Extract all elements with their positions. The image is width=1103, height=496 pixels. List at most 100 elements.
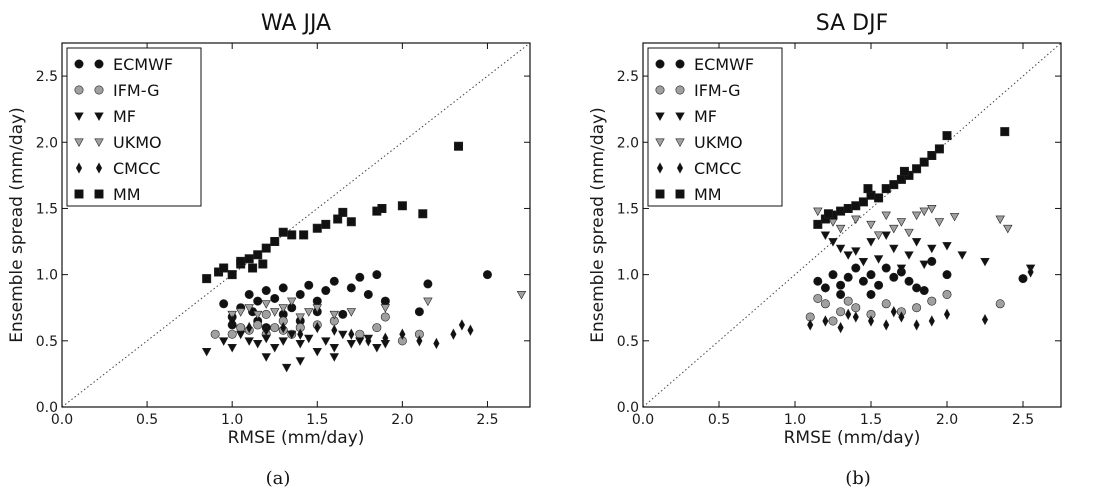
data-point	[372, 343, 382, 353]
data-point	[873, 255, 884, 264]
data-point	[450, 328, 457, 340]
data-point	[201, 347, 212, 357]
y-axis-label: Ensemble spread (mm/day)	[588, 107, 608, 343]
data-point	[261, 353, 271, 362]
data-point	[202, 274, 212, 284]
data-point	[252, 340, 263, 349]
data-point	[278, 227, 288, 237]
legend-label: MM	[694, 185, 722, 204]
data-point	[270, 308, 280, 317]
legend-marker	[656, 162, 664, 174]
legend-label: IFM-G	[113, 81, 159, 100]
x-tick-label: 2.5	[476, 412, 498, 428]
legend-item: UKMO	[74, 133, 162, 152]
series-mf	[201, 330, 391, 373]
legend-label: UKMO	[113, 133, 162, 152]
data-point	[942, 242, 952, 251]
x-tick-label: 0.5	[136, 412, 158, 428]
panel-a: WA JJA 0.0 0.5 1.0 1.5 2.0 2.5 0.0 0.5 1.0 1.5 2.0 2…	[7, 11, 531, 448]
data-point	[995, 299, 1005, 309]
data-point	[295, 289, 305, 299]
data-point	[896, 174, 906, 184]
data-point	[295, 340, 305, 349]
data-point	[467, 324, 474, 336]
y-tick-label: 1.5	[617, 201, 639, 217]
legend-item: MF	[74, 107, 136, 126]
data-point	[919, 207, 929, 217]
data-point	[363, 289, 373, 299]
data-point	[377, 203, 387, 213]
data-point	[321, 286, 331, 296]
data-point	[913, 319, 920, 331]
data-point	[355, 337, 365, 346]
chart-title: SA DJF	[816, 11, 889, 36]
data-point	[312, 223, 322, 233]
legend-item: CMCC	[75, 159, 160, 178]
legend-marker	[74, 138, 84, 148]
data-point	[210, 329, 220, 339]
data-point	[261, 334, 271, 344]
data-point	[837, 321, 844, 334]
data-point	[346, 217, 356, 227]
data-point	[866, 238, 876, 247]
legend-box	[66, 47, 202, 207]
data-point	[218, 337, 229, 346]
data-point	[943, 308, 951, 321]
data-point	[995, 215, 1005, 225]
data-point	[235, 308, 246, 317]
data-point	[270, 323, 280, 333]
data-point	[261, 309, 271, 319]
data-point	[246, 321, 253, 334]
data-point	[835, 224, 846, 234]
data-point	[287, 230, 297, 240]
data-point	[278, 304, 288, 313]
reference-line	[642, 42, 1062, 408]
data-point	[813, 219, 823, 229]
x-tick-label: 0.0	[51, 412, 73, 428]
y-tick-label: 2.0	[36, 135, 58, 151]
data-point	[399, 328, 406, 340]
y-tick-label: 2.0	[617, 135, 639, 151]
data-point	[329, 310, 340, 320]
data-point	[227, 343, 237, 353]
data-point	[911, 211, 922, 221]
legend-item: MM	[74, 185, 141, 204]
data-point	[261, 300, 271, 309]
data-point	[227, 310, 237, 320]
data-point	[836, 289, 846, 299]
data-point	[329, 343, 340, 353]
series-ecmwf	[813, 256, 1028, 299]
data-point	[881, 184, 891, 194]
data-point	[828, 218, 838, 227]
data-point	[867, 315, 875, 327]
data-point	[244, 254, 254, 264]
data-point	[348, 328, 355, 340]
data-point	[235, 330, 246, 340]
data-point	[331, 324, 338, 336]
data-point	[851, 263, 861, 273]
data-point	[828, 238, 838, 247]
data-point	[957, 251, 967, 260]
data-point	[380, 304, 391, 313]
data-point	[843, 203, 853, 213]
data-point	[382, 332, 389, 344]
caption-a: (a)	[266, 468, 291, 489]
data-point	[911, 238, 922, 247]
y-tick-label: 0.0	[36, 400, 58, 416]
data-point	[889, 272, 899, 282]
data-point	[896, 264, 907, 274]
legend-item: IFM-G	[74, 81, 159, 100]
x-tick-label: 2.0	[391, 412, 413, 428]
data-point	[828, 270, 838, 280]
data-point	[365, 335, 372, 347]
data-point	[304, 280, 314, 290]
data-point	[414, 307, 424, 317]
data-point	[263, 324, 270, 336]
data-point	[1000, 127, 1010, 137]
legend-marker	[74, 59, 84, 69]
legend-marker	[94, 85, 104, 95]
chart-title: WA JJA	[261, 11, 331, 36]
data-point	[270, 237, 280, 247]
legend-item: ECMWF	[74, 55, 173, 74]
data-point	[866, 220, 876, 230]
